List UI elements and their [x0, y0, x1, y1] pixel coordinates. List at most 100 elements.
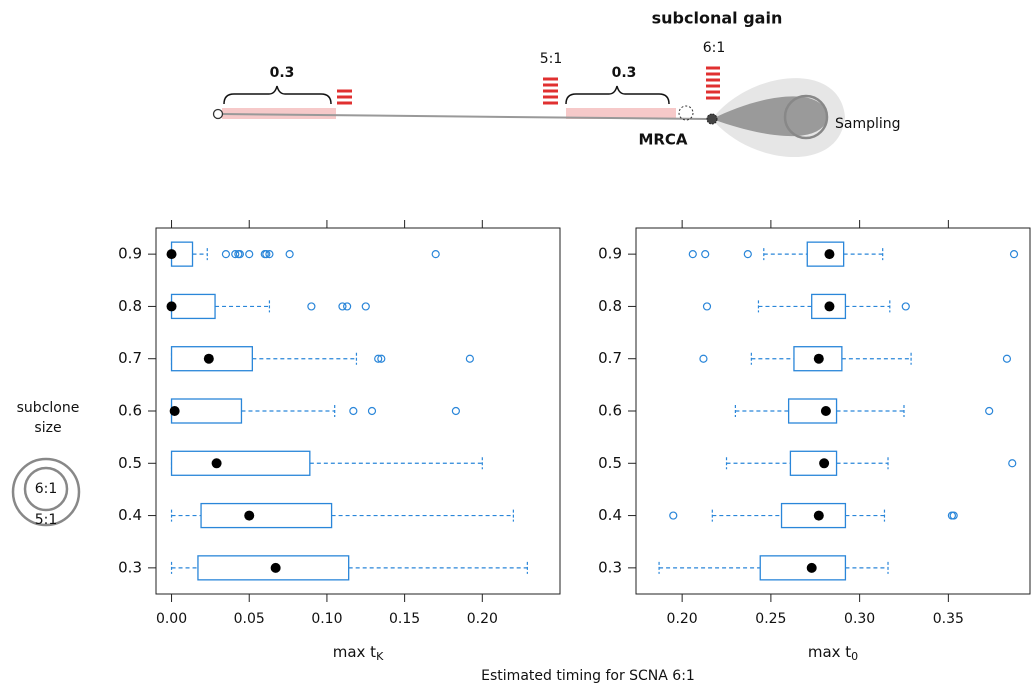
- subclone-cloud: [712, 96, 828, 137]
- y-tick-label: 0.4: [598, 506, 622, 524]
- interval-left: [222, 108, 336, 119]
- median: [166, 301, 177, 312]
- outlier: [701, 250, 710, 259]
- outlier: [1009, 250, 1019, 259]
- outlier: [343, 302, 352, 311]
- outlier: [702, 302, 712, 311]
- outlier: [221, 250, 231, 259]
- median: [820, 406, 831, 416]
- outlier: [307, 302, 316, 311]
- brace-right: [565, 85, 670, 105]
- x-axis-label-sub: 0: [851, 650, 858, 663]
- sampling-node: [706, 113, 718, 125]
- outlier: [285, 250, 294, 259]
- diagram-title: subclonal gain: [652, 9, 783, 28]
- outlier: [985, 406, 994, 416]
- legend-outer-label: 5:1: [35, 512, 58, 528]
- x-axis-label-main: max t: [808, 643, 851, 661]
- x-tick-label: 0.05: [234, 611, 265, 627]
- y-tick-label: 0.3: [598, 558, 622, 576]
- interval-label: 0.3: [612, 65, 637, 81]
- legend-label: size: [34, 420, 61, 436]
- outlier: [245, 250, 254, 259]
- x-axis-label: max t0: [808, 643, 858, 664]
- box: [170, 450, 311, 476]
- legend-inner-label: 6:1: [35, 481, 58, 497]
- box: [170, 346, 253, 372]
- x-tick-label: 0.20: [667, 611, 698, 627]
- median: [824, 301, 835, 312]
- outlier: [367, 406, 377, 416]
- outlier: [743, 250, 752, 259]
- x-tick-label: 0.35: [933, 611, 964, 627]
- ratio-label: 5:1: [540, 51, 563, 67]
- outlier: [949, 511, 958, 520]
- outlier: [349, 406, 358, 416]
- schematic: subclonal gain 0.3 0.3 5:1 6:1 MRCA Samp…: [212, 9, 901, 158]
- legend-inner-circle: [23, 466, 69, 512]
- y-tick-label: 0.7: [598, 349, 622, 367]
- copy-marks: [337, 66, 720, 105]
- y-tick-label: 0.5: [118, 454, 142, 472]
- median: [203, 353, 214, 364]
- outlier: [688, 250, 697, 259]
- median: [169, 406, 180, 416]
- outlier: [451, 406, 460, 416]
- x-tick-label: 0.10: [311, 611, 342, 627]
- outlier: [231, 250, 240, 259]
- brace-left: [223, 85, 332, 105]
- y-tick-label: 0.9: [118, 245, 142, 263]
- x-axis-label: max tK: [333, 643, 384, 664]
- x-tick-label: 0.00: [156, 611, 187, 627]
- outlier: [265, 250, 274, 259]
- median: [813, 510, 824, 521]
- outlier: [1002, 354, 1012, 363]
- median: [813, 353, 824, 364]
- box: [170, 293, 216, 320]
- ratio-label: 6:1: [703, 40, 726, 56]
- outlier: [1008, 459, 1017, 468]
- outlier: [377, 354, 386, 363]
- y-tick-label: 0.7: [118, 349, 142, 367]
- outlier: [431, 250, 440, 259]
- median: [211, 458, 222, 469]
- origin: [212, 108, 224, 120]
- box: [200, 502, 333, 529]
- legend-label: subclone: [17, 400, 80, 416]
- y-tick-label: 0.5: [598, 454, 622, 472]
- box: [780, 502, 847, 529]
- outlier: [361, 302, 370, 311]
- x-tick-label: 0.15: [389, 611, 420, 627]
- y-tick-label: 0.8: [118, 297, 142, 315]
- size-legend: subclone size 6:1 5:1: [11, 400, 81, 528]
- outlier: [901, 302, 910, 311]
- outlier: [699, 354, 708, 363]
- y-tick-label: 0.6: [118, 402, 142, 420]
- median: [166, 249, 177, 260]
- mrca-marker: [678, 105, 694, 121]
- y-tick-label: 0.9: [598, 245, 622, 263]
- x-axis-label-main: max t: [333, 643, 376, 661]
- caption: Estimated timing for SCNA 6:1: [481, 668, 695, 684]
- x-tick-label: 0.20: [467, 611, 498, 627]
- box: [789, 450, 838, 476]
- median: [824, 249, 835, 260]
- outlier: [338, 302, 347, 311]
- mrca-label: MRCA: [638, 131, 687, 149]
- outlier: [374, 354, 383, 363]
- interval-label: 0.3: [270, 65, 295, 81]
- y-tick-label: 0.4: [118, 506, 142, 524]
- box: [170, 398, 243, 424]
- box: [759, 555, 847, 581]
- median: [806, 562, 817, 573]
- x-tick-label: 0.30: [844, 611, 875, 627]
- x-axis-label-sub: K: [376, 650, 384, 663]
- outlier: [669, 511, 678, 520]
- y-tick-label: 0.3: [118, 558, 142, 576]
- outlier: [235, 250, 245, 259]
- sampling-label: Sampling: [835, 116, 901, 132]
- sampling-circle: [783, 94, 829, 140]
- median: [819, 458, 830, 469]
